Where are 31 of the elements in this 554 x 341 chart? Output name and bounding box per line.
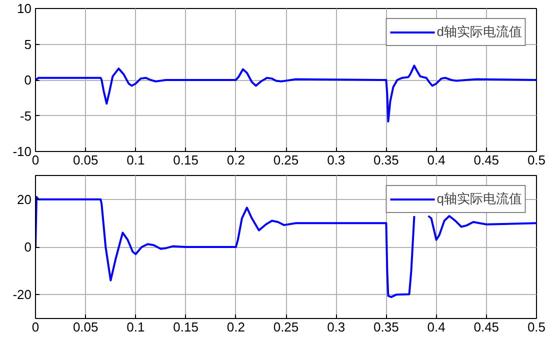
x-tick-label: 0.3 <box>327 152 346 168</box>
x-tick-label: 0.5 <box>527 320 546 334</box>
y-tick-label: -10 <box>12 144 32 159</box>
y-tick-label: 20 <box>17 192 32 207</box>
x-tick-label: 0.5 <box>527 152 546 168</box>
y-tick-label: 0 <box>24 72 32 88</box>
x-tick-label: 0.1 <box>126 320 145 334</box>
x-tick-label: 0.15 <box>173 320 198 334</box>
y-tick-label: -20 <box>12 287 32 302</box>
legend-label: q轴实际电流值 <box>436 190 522 208</box>
line-series <box>36 64 536 122</box>
x-tick-label: 0.4 <box>427 152 446 168</box>
x-tick-label: 0.05 <box>72 152 98 168</box>
y-tick-label: 5 <box>24 36 32 52</box>
x-tick-label: 0.4 <box>427 320 446 334</box>
x-tick-label: 0.05 <box>72 320 98 334</box>
x-tick-label: 0.25 <box>273 152 299 168</box>
x-tick-label: 0.45 <box>474 320 500 334</box>
x-tick-label: 0.3 <box>327 320 346 334</box>
x-tick-label: 0.35 <box>374 320 399 334</box>
y-tick-label: -5 <box>20 108 32 124</box>
x-tick-label: 0.45 <box>474 152 500 168</box>
y-tick-label: 0 <box>24 240 32 254</box>
x-tick-label: 0.25 <box>273 320 299 334</box>
x-tick-label: 0.1 <box>126 152 145 168</box>
x-tick-label: 0.2 <box>226 320 245 334</box>
y-tick-label: 10 <box>17 1 32 16</box>
legend-label: d轴实际电流值 <box>436 23 522 41</box>
x-tick-label: 0.2 <box>226 152 245 168</box>
x-tick-label: 0.15 <box>173 152 198 168</box>
x-tick-label: 0.35 <box>374 152 399 168</box>
